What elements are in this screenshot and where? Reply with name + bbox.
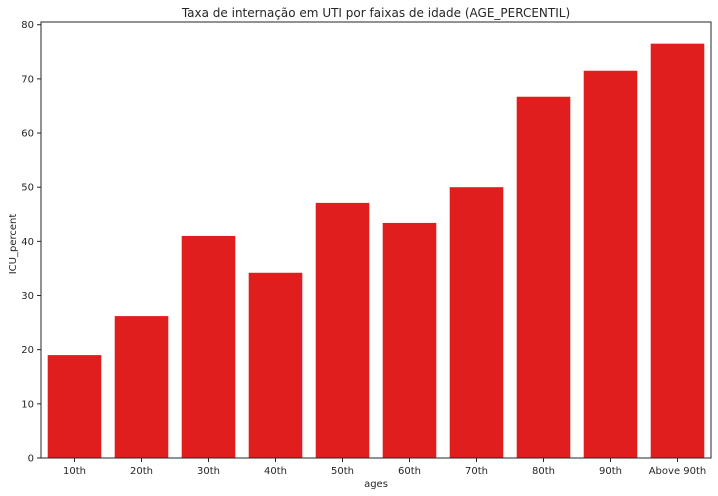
bar-80th xyxy=(516,96,571,459)
x-tick-label: 60th xyxy=(398,466,421,477)
bar-30th xyxy=(181,235,236,458)
bars-group xyxy=(47,43,705,459)
bar-70th xyxy=(449,187,504,458)
x-tick-label: Above 90th xyxy=(649,466,707,477)
axes-group: 10th 20th 30th 40th 50th 60th 70th 80th 90th Abov… xyxy=(21,20,712,477)
y-tick-label: 20 xyxy=(21,345,34,356)
bar-20th xyxy=(114,316,169,458)
bar-50th xyxy=(315,202,370,458)
x-axis-title: ages xyxy=(364,479,388,490)
chart-title: Taxa de internação em UTI por faixas de … xyxy=(181,6,570,20)
x-tick-label: 80th xyxy=(532,466,555,477)
x-tick-label: 70th xyxy=(465,466,488,477)
y-tick-label: 30 xyxy=(21,291,34,302)
bar-40th xyxy=(248,272,303,458)
x-tick-label: 90th xyxy=(599,466,622,477)
y-tick-label: 0 xyxy=(28,454,34,465)
bar-60th xyxy=(382,222,437,458)
x-tick-label: 10th xyxy=(63,466,86,477)
x-tick-label: 40th xyxy=(264,466,287,477)
y-tick-label: 40 xyxy=(21,237,34,248)
bar-above-90th xyxy=(650,43,705,458)
y-tick-label: 70 xyxy=(21,74,34,85)
y-axis-title: ICU_percent xyxy=(8,214,19,275)
x-tick-label: 20th xyxy=(130,466,153,477)
bar-90th xyxy=(583,70,638,458)
x-tick-label: 50th xyxy=(331,466,354,477)
y-tick-label: 50 xyxy=(21,183,34,194)
y-tick-label: 80 xyxy=(21,20,34,31)
y-tick-label: 10 xyxy=(21,399,34,410)
plot-frame xyxy=(40,21,712,459)
x-tick-label: 30th xyxy=(197,466,220,477)
y-tick-label: 60 xyxy=(21,129,34,140)
bar-10th xyxy=(47,355,102,458)
